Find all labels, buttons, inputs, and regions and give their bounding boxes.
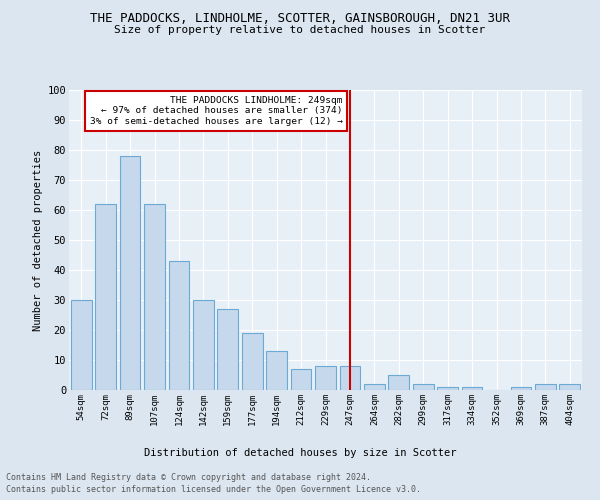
Y-axis label: Number of detached properties: Number of detached properties: [34, 150, 43, 330]
Bar: [290, 369, 311, 390]
Text: Size of property relative to detached houses in Scotter: Size of property relative to detached ho…: [115, 25, 485, 35]
Bar: [511, 387, 532, 390]
Bar: [119, 156, 140, 390]
Bar: [193, 300, 214, 390]
Bar: [559, 384, 580, 390]
Text: THE PADDOCKS LINDHOLME: 249sqm
← 97% of detached houses are smaller (374)
3% of : THE PADDOCKS LINDHOLME: 249sqm ← 97% of …: [89, 96, 343, 126]
Text: Contains public sector information licensed under the Open Government Licence v3: Contains public sector information licen…: [6, 485, 421, 494]
Bar: [95, 204, 116, 390]
Bar: [169, 261, 190, 390]
Bar: [242, 333, 263, 390]
Bar: [144, 204, 165, 390]
Text: Distribution of detached houses by size in Scotter: Distribution of detached houses by size …: [144, 448, 456, 458]
Bar: [315, 366, 336, 390]
Text: THE PADDOCKS, LINDHOLME, SCOTTER, GAINSBOROUGH, DN21 3UR: THE PADDOCKS, LINDHOLME, SCOTTER, GAINSB…: [90, 12, 510, 26]
Bar: [266, 351, 287, 390]
Bar: [217, 309, 238, 390]
Bar: [340, 366, 361, 390]
Text: Contains HM Land Registry data © Crown copyright and database right 2024.: Contains HM Land Registry data © Crown c…: [6, 472, 371, 482]
Bar: [71, 300, 92, 390]
Bar: [535, 384, 556, 390]
Bar: [364, 384, 385, 390]
Bar: [388, 375, 409, 390]
Bar: [413, 384, 434, 390]
Bar: [461, 387, 482, 390]
Bar: [437, 387, 458, 390]
